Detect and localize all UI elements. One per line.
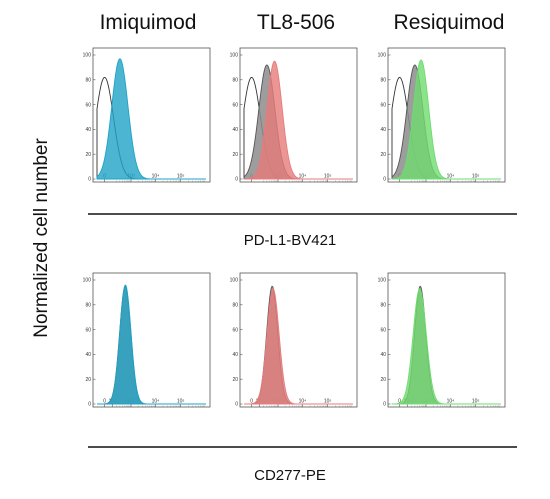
y-tick-label: 80	[380, 303, 386, 309]
x-tick-label: 10⁴	[299, 399, 307, 405]
histogram-panels: 020406080100010³10⁴10⁵020406080100010³10…	[83, 47, 506, 408]
y-tick-label: 0	[235, 402, 238, 408]
y-tick-label: 100	[378, 53, 387, 59]
y-tick-label: 100	[83, 278, 92, 284]
y-tick-label: 100	[378, 278, 387, 284]
marker-label-cd277: CD277-PE	[254, 467, 326, 484]
y-tick-label: 80	[380, 78, 386, 84]
marker-label-pd-l1: PD-L1-BV421	[244, 232, 337, 249]
y-tick-label: 80	[85, 78, 91, 84]
x-tick-label: 0	[398, 399, 401, 405]
column-title-resiquimod: Resiquimod	[394, 11, 505, 34]
column-title-tl8-506: TL8-506	[257, 11, 335, 34]
y-tick-label: 20	[85, 377, 91, 383]
y-tick-label: 80	[232, 303, 238, 309]
histogram-panel-1: 020406080100010³10⁴10⁵	[83, 47, 211, 183]
y-tick-label: 80	[232, 78, 238, 84]
y-tick-label: 20	[85, 152, 91, 158]
x-tick-label: 10⁴	[447, 174, 455, 180]
y-tick-label: 20	[232, 152, 238, 158]
stimulated-histogram	[244, 288, 353, 405]
stimulated-histogram	[97, 284, 206, 405]
y-tick-label: 60	[380, 102, 386, 108]
y-tick-label: 0	[88, 177, 91, 183]
histogram-panel-6: 020406080100010²10³10⁴10⁵	[378, 272, 506, 408]
plot-frame	[387, 272, 506, 408]
plot-frame	[239, 272, 358, 408]
y-tick-label: 100	[83, 53, 92, 59]
y-tick-label: 40	[232, 352, 238, 358]
y-tick-label: 60	[85, 102, 91, 108]
histogram-panel-4: 020406080100010²10³10⁴10⁵	[83, 272, 211, 408]
y-tick-label: 60	[380, 327, 386, 333]
y-tick-label: 40	[380, 127, 386, 133]
x-tick-label: 10⁵	[177, 174, 185, 180]
y-tick-label: 0	[235, 177, 238, 183]
x-tick-label: 10⁵	[472, 399, 480, 405]
y-axis-title: Normalized cell number	[31, 138, 52, 338]
x-tick-label: 10⁵	[324, 399, 332, 405]
x-tick-label: 10⁵	[177, 399, 185, 405]
stimulated-histogram	[391, 288, 501, 405]
y-tick-label: 0	[383, 402, 386, 408]
x-tick-label: 10⁵	[324, 174, 332, 180]
y-tick-label: 0	[383, 177, 386, 183]
y-tick-label: 60	[85, 327, 91, 333]
y-tick-label: 40	[232, 127, 238, 133]
x-tick-label: 10⁴	[447, 399, 455, 405]
x-tick-label: 10⁵	[472, 174, 480, 180]
y-tick-label: 100	[230, 53, 239, 59]
stimulated-histogram	[96, 58, 206, 180]
y-tick-label: 40	[85, 352, 91, 358]
y-tick-label: 80	[85, 303, 91, 309]
plot-frame	[92, 272, 211, 408]
x-tick-label: 0	[103, 399, 106, 405]
y-tick-label: 20	[232, 377, 238, 383]
y-tick-label: 40	[380, 352, 386, 358]
column-title-imiquimod: Imiquimod	[100, 11, 197, 34]
histogram-panel-2: 020406080100010³10⁴10⁵	[230, 47, 358, 183]
y-tick-label: 20	[380, 377, 386, 383]
x-tick-label: 10⁴	[299, 174, 307, 180]
y-tick-label: 0	[88, 402, 91, 408]
y-tick-label: 60	[232, 102, 238, 108]
histogram-panel-3: 020406080100010³10⁴10⁵	[378, 47, 506, 183]
stimulated-histogram	[391, 59, 501, 180]
x-tick-label: 10⁴	[152, 399, 160, 405]
stimulated-histogram	[243, 60, 353, 180]
y-tick-label: 60	[232, 327, 238, 333]
histogram-panel-5: 020406080100010²10³10⁴10⁵	[230, 272, 358, 408]
x-tick-label: 0	[250, 399, 253, 405]
y-tick-label: 100	[230, 278, 239, 284]
y-tick-label: 40	[85, 127, 91, 133]
x-tick-label: 10⁴	[152, 174, 160, 180]
y-tick-label: 20	[380, 152, 386, 158]
